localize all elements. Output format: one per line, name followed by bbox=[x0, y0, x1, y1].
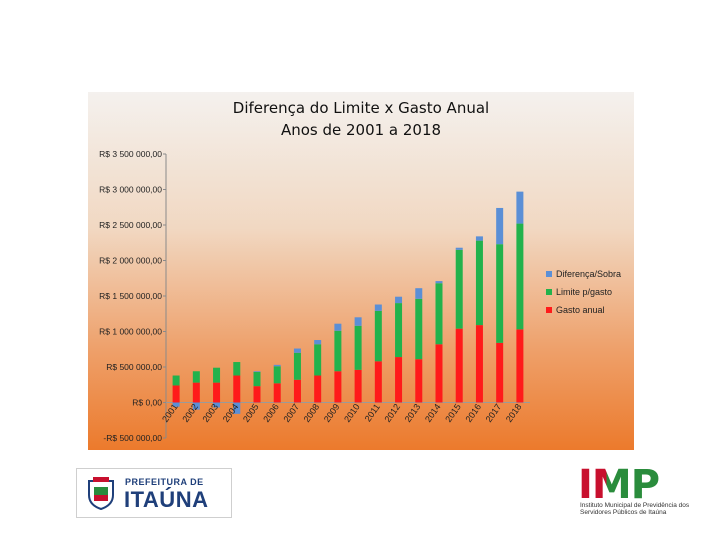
bar-diferenca-sobra bbox=[496, 207, 504, 245]
bar-diferenca-sobra bbox=[253, 371, 261, 372]
bar-gasto-anual bbox=[415, 359, 423, 403]
bar-limite-gasto bbox=[293, 352, 301, 380]
bar-diferenca-sobra bbox=[415, 288, 423, 299]
bar-gasto-anual bbox=[374, 361, 382, 403]
prefeitura-logo: PREFEITURA DE ITAÚNA bbox=[76, 468, 232, 518]
bar-gasto-anual bbox=[253, 386, 261, 403]
bar-diferenca-sobra bbox=[455, 247, 463, 250]
bar-limite-gasto bbox=[172, 375, 180, 386]
bar-limite-gasto bbox=[314, 344, 322, 376]
bar-gasto-anual bbox=[314, 375, 322, 403]
imp-wordmark-text: IMP bbox=[578, 462, 660, 508]
bar-diferenca-sobra bbox=[374, 304, 382, 311]
legend-label: Diferença/Sobra bbox=[556, 269, 621, 279]
bar-gasto-anual bbox=[293, 379, 301, 403]
bar-limite-gasto bbox=[354, 325, 362, 370]
x-tick-label: 2008 bbox=[302, 402, 322, 424]
y-tick-label: R$ 3 500 000,00 bbox=[99, 149, 162, 159]
bar-limite-gasto bbox=[192, 371, 200, 383]
y-tick-label: R$ 3 000 000,00 bbox=[99, 185, 162, 195]
city-crest-icon bbox=[88, 477, 114, 511]
x-tick-label: 2015 bbox=[443, 402, 463, 424]
chart-title: Diferença do Limite x Gasto Anual bbox=[232, 99, 490, 117]
bar-diferenca-sobra bbox=[354, 317, 362, 326]
city-name: ITAÚNA bbox=[124, 487, 209, 512]
bar-diferenca-sobra bbox=[516, 191, 524, 224]
bar-gasto-anual bbox=[455, 328, 463, 403]
chart-subtitle: Anos de 2001 a 2018 bbox=[280, 121, 442, 139]
x-tick-label: 2005 bbox=[241, 402, 261, 424]
bar-diferenca-sobra bbox=[314, 340, 322, 345]
x-tick-label: 2013 bbox=[403, 402, 423, 424]
bar-gasto-anual bbox=[273, 383, 281, 403]
x-tick-label: 2007 bbox=[281, 402, 301, 424]
bar-limite-gasto bbox=[213, 367, 221, 383]
chart-plot: -R$ 500 000,00 R$ 0,00 R$ 500 000,00 R$ 1 0… bbox=[99, 149, 621, 443]
x-tick-label: 2016 bbox=[463, 402, 483, 424]
bar-gasto-anual bbox=[233, 375, 241, 403]
legend-swatch bbox=[546, 307, 552, 313]
bar-gasto-anual bbox=[213, 382, 221, 403]
bar-limite-gasto bbox=[435, 283, 443, 345]
bar-limite-gasto bbox=[374, 310, 382, 362]
bar-limite-gasto bbox=[273, 366, 281, 384]
bar-diferenca-sobra bbox=[435, 281, 443, 284]
x-tick-label: 2012 bbox=[383, 402, 403, 424]
bar-diferenca-sobra bbox=[172, 402, 180, 407]
bar-diferenca-sobra bbox=[273, 364, 281, 367]
x-tick-label: 2006 bbox=[261, 402, 281, 424]
bar-limite-gasto bbox=[334, 330, 342, 372]
x-tick-label: 2018 bbox=[504, 402, 524, 424]
bar-diferenca-sobra bbox=[213, 402, 221, 408]
bar-limite-gasto bbox=[475, 240, 483, 326]
bar-diferenca-sobra bbox=[233, 402, 241, 414]
bar-limite-gasto bbox=[233, 362, 241, 376]
bar-diferenca-sobra bbox=[293, 348, 301, 353]
y-tick-label: -R$ 500 000,00 bbox=[103, 433, 162, 443]
bar-limite-gasto bbox=[496, 244, 504, 343]
bar-gasto-anual bbox=[516, 329, 524, 403]
imp-wordmark: IMP bbox=[578, 462, 660, 508]
bar-gasto-anual bbox=[475, 325, 483, 403]
y-tick-label: R$ 2 500 000,00 bbox=[99, 220, 162, 230]
bar-gasto-anual bbox=[354, 369, 362, 403]
chart-panel: -R$ 500 000,00 R$ 0,00 R$ 500 000,00 R$ 1 0… bbox=[88, 92, 634, 450]
x-tick-label: 2017 bbox=[484, 402, 504, 424]
bar-limite-gasto bbox=[455, 249, 463, 329]
legend-label: Gasto anual bbox=[556, 305, 605, 315]
y-tick-label: R$ 1 500 000,00 bbox=[99, 291, 162, 301]
imp-logo: IMP Instituto Municipal de Previdência d… bbox=[578, 462, 690, 524]
y-tick-label: R$ 1 000 000,00 bbox=[99, 327, 162, 337]
x-tick-label: 2009 bbox=[322, 402, 342, 424]
y-tick-label: R$ 0,00 bbox=[132, 398, 162, 408]
legend-swatch bbox=[546, 271, 552, 277]
bar-limite-gasto bbox=[516, 223, 524, 330]
bar-gasto-anual bbox=[334, 371, 342, 403]
prefeitura-label: PREFEITURA DE bbox=[125, 477, 204, 487]
y-tick-label: R$ 2 000 000,00 bbox=[99, 256, 162, 266]
x-tick-label: 2014 bbox=[423, 402, 443, 424]
legend-label: Limite p/gasto bbox=[556, 287, 612, 297]
bar-limite-gasto bbox=[415, 298, 423, 360]
bar-gasto-anual bbox=[172, 385, 180, 403]
bar-gasto-anual bbox=[192, 382, 200, 403]
x-tick-label: 2011 bbox=[363, 402, 382, 424]
bar-gasto-anual bbox=[395, 357, 403, 403]
y-tick-label: R$ 500 000,00 bbox=[106, 362, 162, 372]
bar-diferenca-sobra bbox=[334, 323, 342, 331]
legend-swatch bbox=[546, 289, 552, 295]
bar-diferenca-sobra bbox=[395, 296, 403, 304]
x-tick-label: 2010 bbox=[342, 402, 362, 424]
bar-diferenca-sobra bbox=[192, 402, 200, 410]
bar-gasto-anual bbox=[435, 344, 443, 403]
imp-subtitle: Instituto Municipal de Previdência dos S… bbox=[580, 502, 690, 516]
bar-diferenca-sobra bbox=[475, 236, 483, 241]
bar-limite-gasto bbox=[253, 371, 261, 387]
bar-limite-gasto bbox=[395, 303, 403, 358]
bar-gasto-anual bbox=[496, 342, 504, 403]
